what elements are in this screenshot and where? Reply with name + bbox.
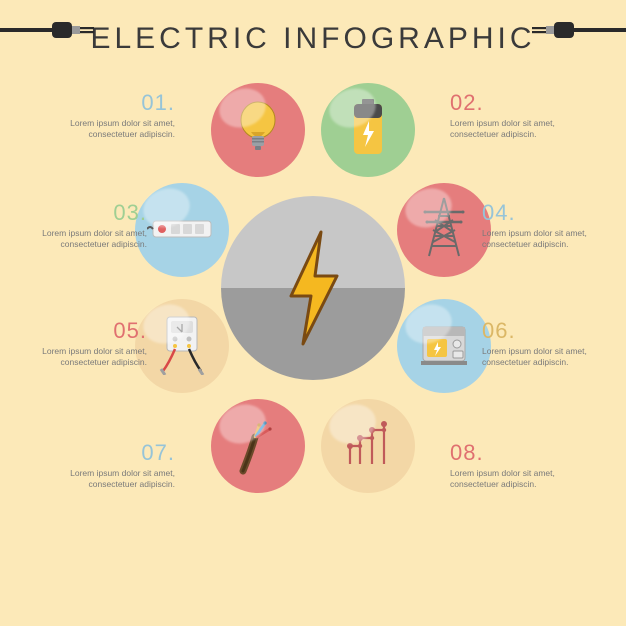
label-text: Lorem ipsum dolor sit amet, consectetuer…: [12, 228, 147, 251]
label-02: 02. Lorem ipsum dolor sit amet, consecte…: [450, 90, 585, 141]
node-gen: [397, 299, 491, 393]
label-text: Lorem ipsum dolor sit amet, consectetuer…: [450, 468, 585, 491]
label-text: Lorem ipsum dolor sit amet, consectetuer…: [40, 468, 175, 491]
header: ELECTRIC INFOGRAPHIC: [0, 0, 626, 70]
label-05: 05. Lorem ipsum dolor sit amet, consecte…: [12, 318, 147, 369]
label-number: 07.: [40, 440, 175, 466]
node-bulb: [211, 83, 305, 177]
plug-left-icon: [52, 14, 96, 51]
label-number: 05.: [12, 318, 147, 344]
label-text: Lorem ipsum dolor sit amet, consectetuer…: [482, 228, 617, 251]
label-text: Lorem ipsum dolor sit amet, consectetuer…: [482, 346, 617, 369]
infographic-canvas: 01. Lorem ipsum dolor sit amet, consecte…: [0, 70, 626, 626]
page-title: ELECTRIC INFOGRAPHIC: [90, 22, 535, 56]
label-01: 01. Lorem ipsum dolor sit amet, consecte…: [40, 90, 175, 141]
node-wire: [211, 399, 305, 493]
label-03: 03. Lorem ipsum dolor sit amet, consecte…: [12, 200, 147, 251]
node-battery: [321, 83, 415, 177]
label-number: 06.: [482, 318, 617, 344]
label-text: Lorem ipsum dolor sit amet, consectetuer…: [40, 118, 175, 141]
wire-left: [0, 28, 55, 32]
label-04: 04. Lorem ipsum dolor sit amet, consecte…: [482, 200, 617, 251]
label-07: 07. Lorem ipsum dolor sit amet, consecte…: [40, 440, 175, 491]
bolt-icon: [273, 228, 353, 348]
node-circuit: [321, 399, 415, 493]
wire-right: [571, 28, 626, 32]
label-text: Lorem ipsum dolor sit amet, consectetuer…: [450, 118, 585, 141]
label-text: Lorem ipsum dolor sit amet, consectetuer…: [12, 346, 147, 369]
label-number: 08.: [450, 440, 585, 466]
node-meter: [135, 299, 229, 393]
node-tower: [397, 183, 491, 277]
label-number: 01.: [40, 90, 175, 116]
label-06: 06. Lorem ipsum dolor sit amet, consecte…: [482, 318, 617, 369]
label-number: 02.: [450, 90, 585, 116]
label-number: 03.: [12, 200, 147, 226]
label-number: 04.: [482, 200, 617, 226]
plug-right-icon: [530, 14, 574, 51]
label-08: 08. Lorem ipsum dolor sit amet, consecte…: [450, 440, 585, 491]
hub-circle: [221, 196, 405, 380]
node-strip: [135, 183, 229, 277]
